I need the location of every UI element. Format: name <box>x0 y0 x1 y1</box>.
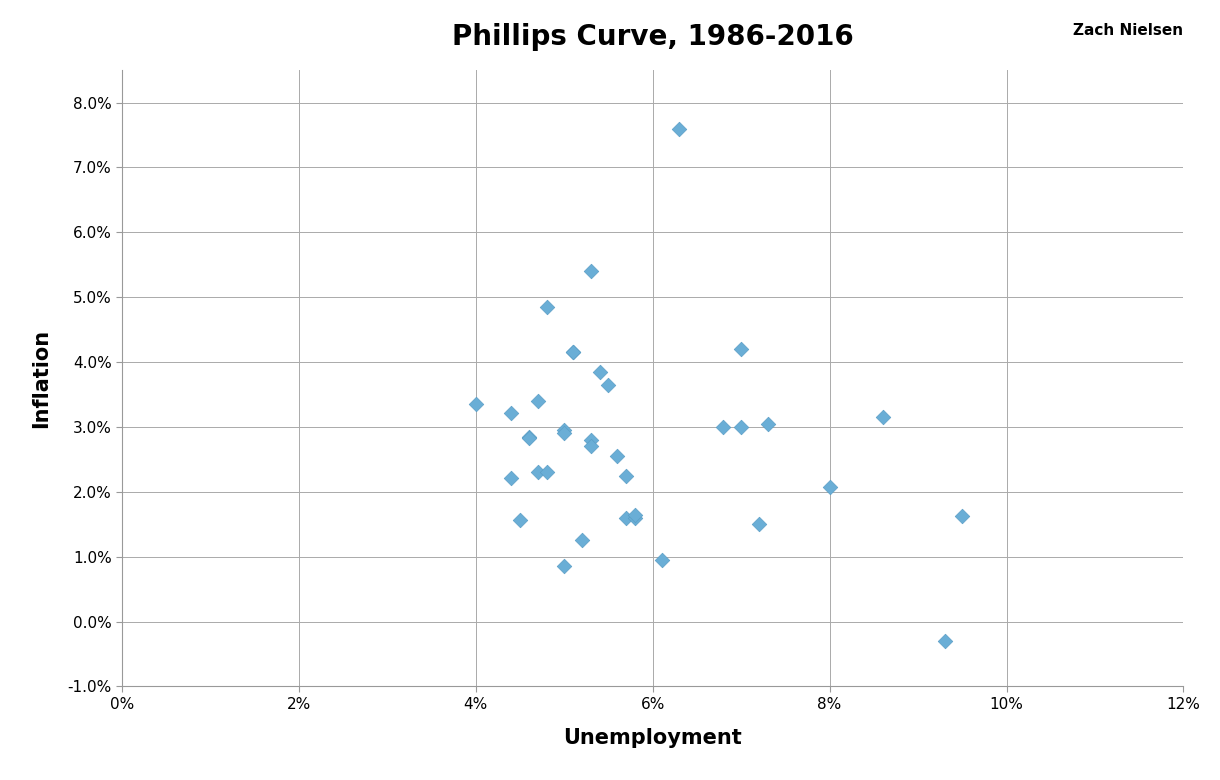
Point <box>616 470 636 482</box>
Point <box>758 417 777 430</box>
Point <box>872 411 892 424</box>
Title: Phillips Curve, 1986-2016: Phillips Curve, 1986-2016 <box>451 23 854 51</box>
Point <box>554 424 575 437</box>
Point <box>625 512 644 524</box>
Point <box>935 635 954 647</box>
Point <box>466 398 486 410</box>
Point <box>616 512 636 524</box>
Y-axis label: Inflation: Inflation <box>30 328 51 428</box>
Point <box>953 509 972 522</box>
Point <box>749 518 769 530</box>
Point <box>651 554 671 566</box>
Point <box>581 434 600 446</box>
Point <box>599 378 619 391</box>
Point <box>554 427 575 440</box>
Point <box>670 122 689 135</box>
Point <box>501 471 521 484</box>
Point <box>732 420 752 433</box>
Point <box>510 513 529 526</box>
Point <box>520 432 539 445</box>
X-axis label: Unemployment: Unemployment <box>564 729 742 749</box>
Point <box>528 466 548 479</box>
Point <box>820 480 839 493</box>
Point <box>572 534 592 547</box>
Point <box>625 509 644 521</box>
Point <box>520 431 539 443</box>
Point <box>528 395 548 407</box>
Point <box>554 560 575 573</box>
Point <box>564 346 583 359</box>
Point <box>608 450 627 463</box>
Point <box>581 440 600 452</box>
Point <box>590 366 610 378</box>
Point <box>537 466 556 479</box>
Point <box>581 265 600 278</box>
Point <box>732 343 752 356</box>
Point <box>714 420 733 433</box>
Point <box>564 346 583 359</box>
Point <box>501 406 521 419</box>
Text: Zach Nielsen: Zach Nielsen <box>1074 23 1183 38</box>
Point <box>537 301 556 314</box>
